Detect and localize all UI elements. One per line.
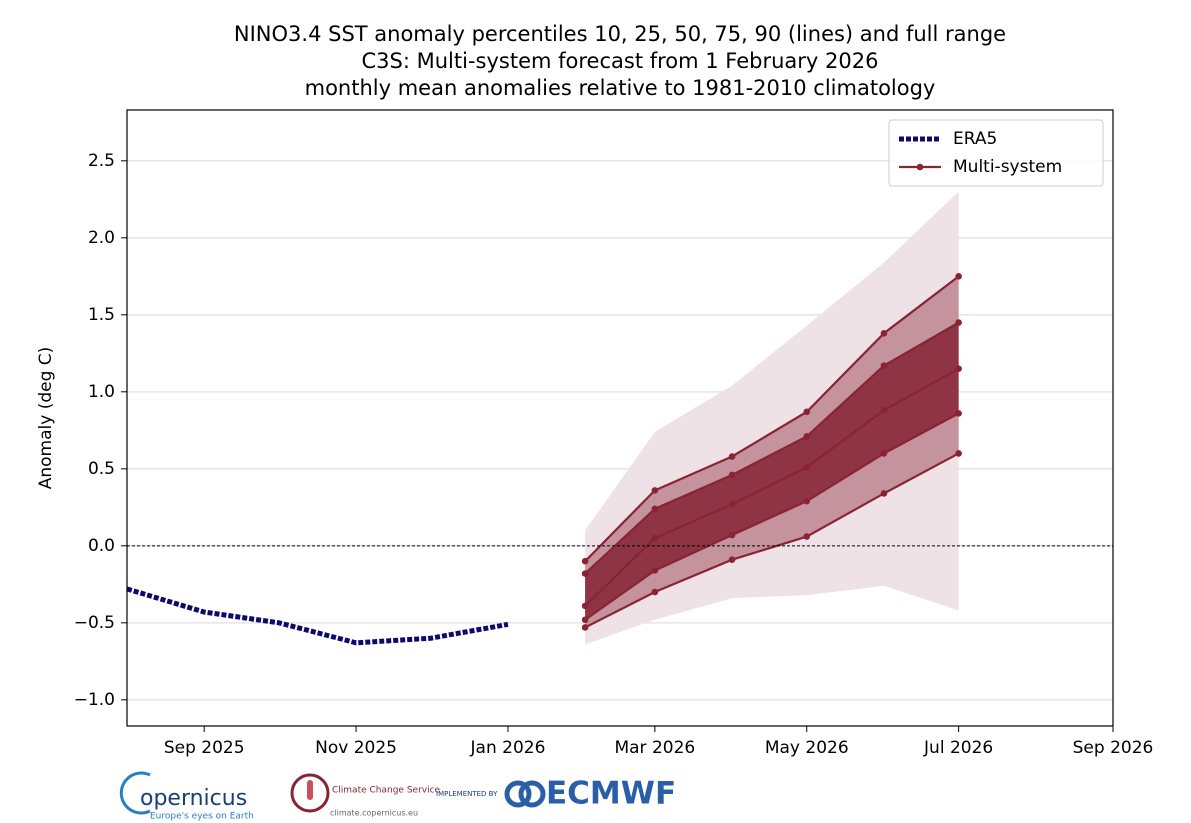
era5-line [126, 586, 509, 646]
c3s-text: Climate Change Service [332, 786, 441, 796]
point [880, 407, 888, 414]
legend-label: ERA5 [953, 129, 997, 149]
implemented-by: IMPLEMENTED BY [436, 790, 498, 798]
point [728, 531, 736, 539]
ecmwf-logo [504, 780, 532, 808]
x-tick-label: Sep 2025 [164, 738, 245, 758]
point [955, 410, 962, 417]
point [955, 319, 962, 326]
percentile-line [584, 412, 960, 621]
point [955, 273, 962, 280]
y-axis-label: Anomaly (deg C) [36, 347, 56, 490]
chart-title: NINO3.4 SST anomaly percentiles 10, 25, … [234, 22, 1006, 46]
c3s-url: climate.copernicus.eu [330, 809, 418, 818]
point [880, 362, 888, 369]
point [728, 500, 736, 508]
chart-subtitle: C3S: Multi-system forecast from 1 Februa… [362, 49, 879, 73]
point [955, 450, 962, 457]
legend: ERA5 Multi-system [888, 119, 1104, 187]
point [651, 588, 659, 596]
point [581, 602, 589, 610]
percentile-line [584, 367, 960, 607]
point [803, 533, 811, 540]
x-tick-label: Jul 2026 [923, 738, 993, 758]
y-tick-label: 2.0 [88, 228, 115, 248]
point [581, 624, 589, 631]
point [955, 365, 962, 373]
x-tick-label: Nov 2025 [315, 738, 397, 758]
chart-subtitle: monthly mean anomalies relative to 1981-… [305, 76, 936, 100]
point [651, 534, 659, 542]
percentile-line [584, 321, 960, 575]
point [651, 567, 659, 574]
point [651, 505, 659, 513]
point [728, 556, 736, 563]
point [651, 487, 659, 494]
point [581, 616, 589, 624]
point [728, 453, 736, 460]
c3s-thermometer [307, 780, 313, 800]
legend-label: Multi-system [953, 157, 1062, 177]
ecmwf-text: ECMWF [546, 776, 676, 812]
ecmwf-logo [518, 780, 546, 808]
x-tick-label: Sep 2026 [1073, 738, 1154, 758]
point [880, 330, 888, 337]
point [728, 471, 736, 479]
copernicus-text: opernicus [140, 786, 247, 811]
footer-logos: opernicus Europe's eyes on Earth Climate… [119, 771, 676, 822]
point [803, 497, 811, 505]
y-tick-label: −0.5 [74, 613, 115, 633]
point [803, 408, 811, 416]
percentile-line [584, 275, 960, 562]
plot-frame [126, 109, 1114, 727]
copernicus-logo [119, 771, 151, 815]
point [803, 463, 811, 471]
legend-marker [916, 163, 924, 171]
y-tick-label: 0.0 [88, 536, 115, 556]
c3s-logo [290, 773, 330, 813]
point [581, 570, 589, 577]
point [880, 450, 888, 457]
point [581, 557, 589, 565]
percentile-line [584, 452, 960, 629]
legend-box [888, 119, 1104, 187]
x-tick-label: Mar 2026 [614, 738, 695, 758]
x-tick-label: May 2026 [765, 738, 849, 758]
y-tick-label: 1.0 [88, 382, 115, 402]
copernicus-tagline: Europe's eyes on Earth [150, 812, 254, 822]
y-tick-label: 2.5 [88, 151, 115, 171]
y-tick-label: 0.5 [88, 459, 115, 479]
x-tick-label: Jan 2026 [470, 738, 546, 758]
point [803, 433, 811, 440]
point [880, 490, 888, 497]
y-tick-label: −1.0 [74, 690, 115, 710]
y-tick-label: 1.5 [88, 305, 115, 325]
